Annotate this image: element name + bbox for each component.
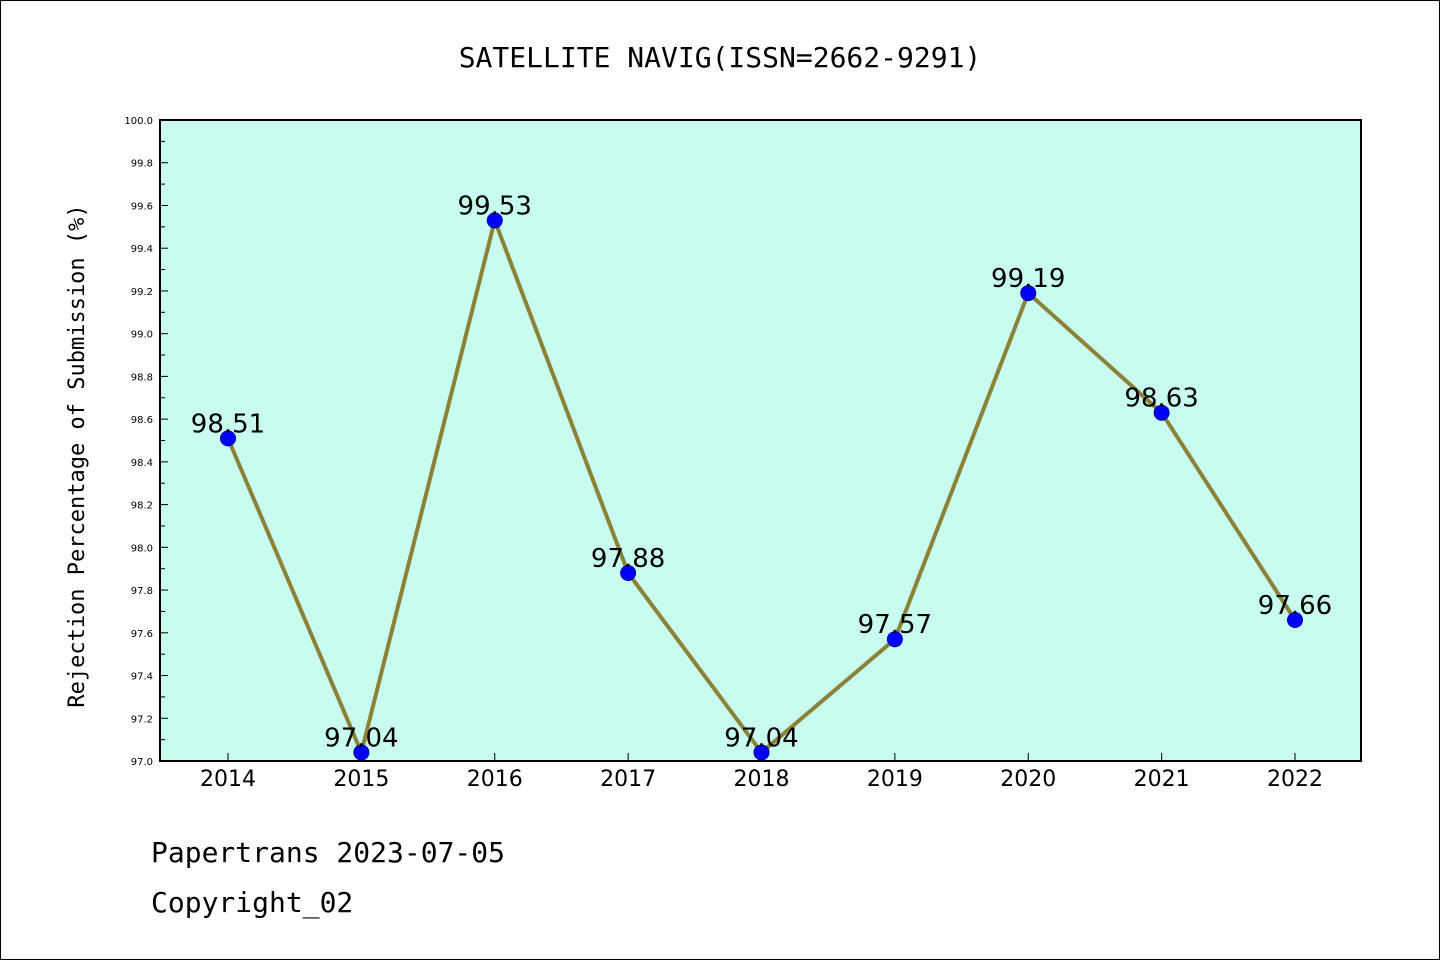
x-tick-label: 2014: [200, 767, 256, 792]
y-tick-label: 99.6: [131, 201, 153, 212]
y-tick-label: 99.2: [131, 287, 153, 298]
plot-area: [159, 119, 1362, 762]
data-label: 98.51: [191, 409, 265, 439]
x-tick-label: 2018: [734, 767, 790, 792]
y-tick-label: 99.4: [131, 244, 153, 255]
y-tick-label: 99.0: [131, 330, 153, 341]
chart-title: SATELLITE NAVIG(ISSN=2662-9291): [459, 41, 982, 74]
x-tick-label: 2020: [1000, 767, 1056, 792]
data-point: [1153, 404, 1170, 421]
y-tick-label: 97.6: [131, 629, 153, 640]
y-tick-label: 100.0: [124, 116, 153, 127]
data-point: [1287, 611, 1303, 628]
x-tick-label: 2021: [1134, 767, 1190, 792]
data-label: 99.19: [991, 264, 1065, 294]
data-point: [620, 564, 637, 581]
y-tick-label: 98.6: [131, 415, 153, 426]
data-label: 97.66: [1258, 591, 1332, 621]
data-label: 97.57: [858, 610, 932, 640]
x-tick-label: 2022: [1267, 767, 1323, 792]
x-tick-label: 2016: [467, 767, 523, 792]
data-series: 98.51 97.04 99.53 97.88 97.04 97.57 99.19 98.63…: [191, 191, 1332, 761]
data-label: 97.04: [324, 723, 398, 753]
data-point: [1020, 285, 1037, 302]
data-label: 98.63: [1124, 384, 1198, 414]
x-tick-label: 2017: [600, 767, 656, 792]
y-tick-label: 98.8: [131, 372, 153, 383]
y-tick-label: 97.2: [131, 714, 153, 725]
x-tick-label: 2015: [333, 767, 389, 792]
x-axis-ticks: 2014 2015 2016 2017 2018 2019 2020 2021 2022: [200, 753, 1323, 792]
data-point: [353, 744, 370, 761]
y-tick-label: 98.0: [131, 543, 153, 554]
data-point: [220, 430, 236, 447]
y-axis-ticks: 97.0 97.2 97.4 97.6 97.8 98.0 98.2 98.4 98.6 98.8…: [124, 116, 168, 768]
y-tick-label: 98.2: [131, 501, 153, 512]
x-tick-label: 2019: [867, 767, 923, 792]
y-axis-label: Rejection Percentage of Submission (%): [65, 204, 90, 707]
data-point: [753, 744, 770, 761]
y-tick-label: 97.8: [131, 586, 153, 597]
data-point: [486, 212, 503, 229]
y-tick-label: 97.0: [131, 757, 153, 768]
y-tick-label: 98.4: [131, 458, 153, 469]
data-label: 99.53: [458, 191, 532, 221]
footer-date: Papertrans 2023-07-05: [151, 836, 506, 869]
data-label: 97.04: [724, 723, 798, 753]
data-label: 97.88: [591, 544, 665, 574]
data-point: [886, 631, 903, 648]
y-tick-label: 97.4: [131, 672, 153, 683]
y-tick-label: 99.8: [131, 159, 153, 170]
footer-copyright: Copyright_02: [151, 886, 354, 919]
